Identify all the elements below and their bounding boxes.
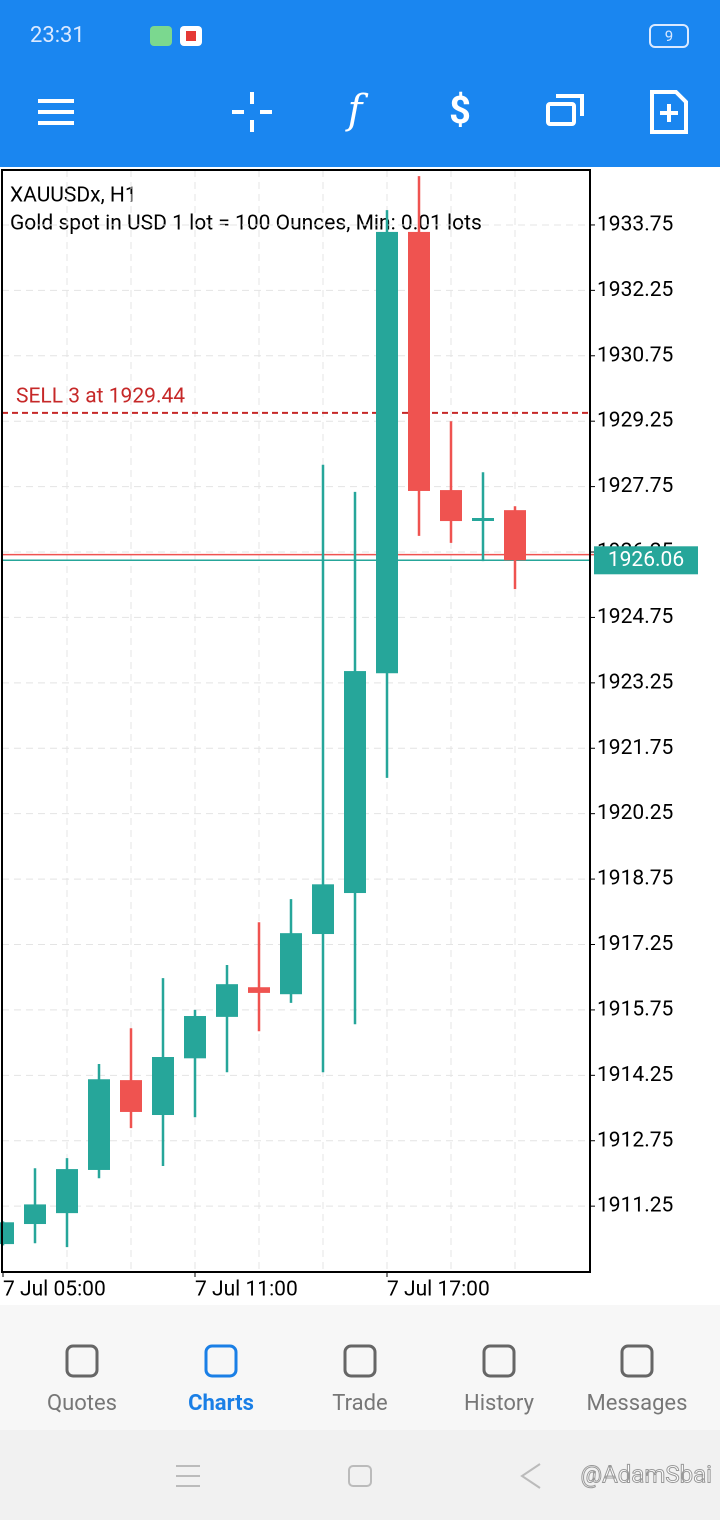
candle-body [504, 510, 526, 561]
battery-level: 9 [665, 27, 673, 45]
candle-body [376, 231, 398, 674]
candle-body [472, 518, 494, 521]
nav-bar [0, 1430, 720, 1520]
candle-body [408, 231, 430, 491]
tab-label: Trade [332, 1391, 387, 1416]
y-tick-label: 1914.25 [597, 1063, 673, 1087]
y-tick-label: 1933.75 [597, 212, 673, 236]
candle-body [344, 671, 366, 894]
y-tick-label: 1915.75 [597, 997, 673, 1021]
tab-icon [65, 1344, 99, 1378]
y-tick-label: 1924.75 [597, 605, 673, 629]
chart-frame [1, 169, 591, 1273]
tab-label: History [464, 1391, 535, 1416]
y-tick-label: 1920.25 [597, 801, 673, 825]
tab[interactable]: Quotes [47, 1344, 117, 1416]
system-nav [176, 1463, 541, 1489]
tab[interactable]: Charts [188, 1344, 254, 1416]
status-time: 23:31 [30, 23, 85, 48]
y-tick-label: 1930.75 [597, 343, 673, 367]
tab-icon [620, 1344, 654, 1378]
candle-body [88, 1079, 110, 1170]
tab[interactable]: Trade [332, 1344, 388, 1416]
trade-button[interactable]: $ [449, 89, 471, 133]
candle-body [56, 1169, 78, 1214]
x-tick-label: 7 Jul 05:00 [3, 1278, 106, 1302]
status-icon [150, 26, 172, 46]
candle-body [312, 884, 334, 935]
watermark: @AdamSbai [581, 1460, 712, 1488]
y-tick-label: 1917.25 [597, 932, 673, 956]
candle-body [440, 490, 462, 522]
y-tick-label: 1912.75 [597, 1128, 673, 1152]
candle-body [120, 1080, 142, 1112]
candle-body [248, 987, 270, 993]
candle-body [152, 1057, 174, 1116]
tab-label: Messages [587, 1391, 688, 1416]
sell-order-label: SELL 3 at 1929.44 [16, 384, 185, 408]
crosshair-button[interactable] [232, 92, 272, 132]
x-tick-label: 7 Jul 17:00 [387, 1278, 490, 1302]
candle-body [24, 1204, 46, 1225]
candle-body [216, 984, 238, 1017]
windows-button[interactable] [546, 94, 584, 126]
new-order-button[interactable] [650, 90, 688, 134]
tab-bar [0, 1305, 720, 1430]
y-tick-label: 1911.25 [597, 1194, 673, 1218]
x-tick-label: 7 Jul 11:00 [195, 1278, 298, 1302]
battery [649, 24, 689, 48]
y-tick-label: 1923.25 [597, 670, 673, 694]
tab-label: Charts [188, 1391, 254, 1416]
tab-icon [343, 1344, 377, 1378]
tab-icon [204, 1344, 238, 1378]
candle-body [0, 1222, 14, 1245]
y-tick-label: 1921.75 [597, 736, 673, 760]
price-tag-label: 1926.06 [608, 548, 684, 572]
tab[interactable]: Messages [587, 1344, 688, 1416]
candle-body [280, 933, 302, 995]
chart-subtitle: Gold spot in USD 1 lot = 100 Ounces, Min… [10, 212, 482, 236]
status-icon [186, 31, 196, 41]
price-tag [594, 546, 698, 575]
y-tick-label: 1927.75 [597, 474, 673, 498]
chart-title: XAUUSDx, H1 [10, 184, 137, 208]
y-tick-label: 1932.25 [597, 278, 673, 302]
y-tick-label: 1918.75 [597, 867, 673, 891]
y-tick-label: 1929.25 [597, 409, 673, 433]
menu-button[interactable] [38, 99, 74, 125]
tab[interactable]: History [464, 1344, 535, 1416]
app-bar [0, 0, 720, 167]
tab-icon [482, 1344, 516, 1378]
candle-body [184, 1016, 206, 1059]
tab-label: Quotes [47, 1391, 117, 1416]
